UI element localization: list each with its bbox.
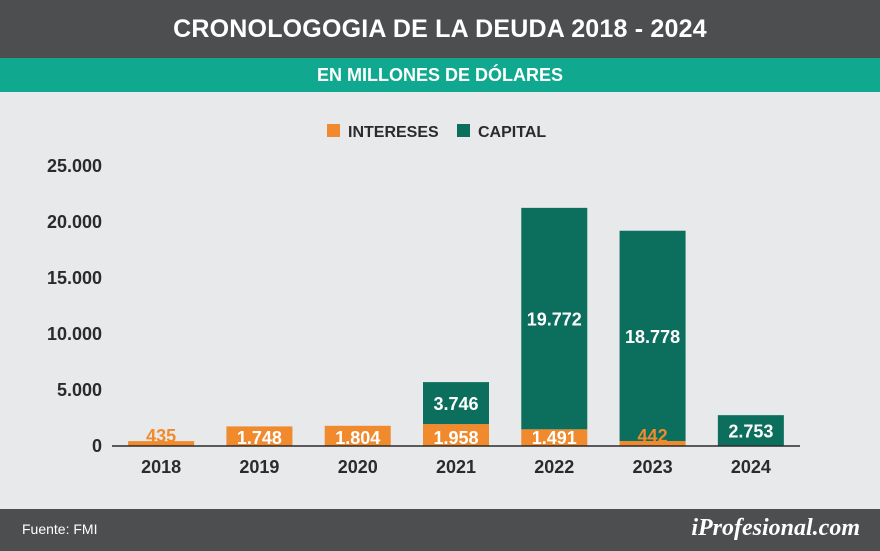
data-label-capital-2024: 2.753	[728, 422, 773, 442]
chart-subtitle: EN MILLONES DE DÓLARES	[0, 58, 880, 92]
bar-capital-2021	[423, 382, 489, 425]
legend-label-intereses: INTERESES	[348, 124, 439, 141]
legend-label-capital: CAPITAL	[478, 124, 546, 141]
data-label-intereses-2023: 442	[638, 426, 668, 446]
x-tick-label: 2022	[534, 457, 574, 477]
data-label-capital-2023: 18.778	[625, 327, 680, 347]
y-tick-label: 20.000	[47, 212, 102, 232]
brand-logo: iProfesional.com	[691, 515, 860, 541]
data-label-intereses-2021: 1.958	[433, 428, 478, 448]
data-label-intereses-2022: 1.491	[532, 428, 577, 448]
y-tick-label: 10.000	[47, 324, 102, 344]
x-tick-label: 2019	[239, 457, 279, 477]
bar-capital-2022	[521, 207, 588, 430]
stacked-bar-chart: INTERESES CAPITAL 0 5.000 10.000 15.000 20.000…	[47, 124, 800, 477]
source-note: Fuente: FMI	[22, 521, 98, 537]
data-label-intereses-2019: 1.748	[237, 428, 282, 448]
x-tick-label: 2024	[731, 457, 771, 477]
y-tick-label: 0	[92, 436, 102, 456]
data-label-intereses-2018: 435	[146, 426, 176, 446]
y-tick-label: 25.000	[47, 156, 102, 176]
bar-intereses-2019	[226, 426, 293, 446]
legend-swatch-intereses	[327, 124, 340, 137]
data-label-intereses-2020: 1.804	[335, 428, 380, 448]
x-tick-label: 2023	[633, 457, 673, 477]
x-tick-label: 2020	[338, 457, 378, 477]
bar-intereses-2018	[128, 441, 195, 446]
bar-intereses-2023	[619, 441, 686, 446]
bar-intereses-2021	[423, 424, 489, 446]
x-tick-label: 2018	[141, 457, 181, 477]
chart-title: CRONOLOGOGIA DE LA DEUDA 2018 - 2024	[0, 0, 880, 58]
bar-intereses-2020	[324, 425, 391, 446]
footer-bar: Fuente: FMI iProfesional.com	[0, 509, 880, 551]
bar-intereses-2022	[521, 429, 588, 446]
x-tick-label: 2021	[436, 457, 476, 477]
y-tick-label: 5.000	[57, 380, 102, 400]
data-label-capital-2021: 3.746	[433, 394, 478, 414]
data-label-capital-2022: 19.772	[527, 310, 582, 330]
legend-swatch-capital	[457, 124, 470, 137]
bar-capital-2024	[717, 415, 784, 446]
y-tick-label: 15.000	[47, 268, 102, 288]
bar-capital-2023	[619, 230, 686, 442]
